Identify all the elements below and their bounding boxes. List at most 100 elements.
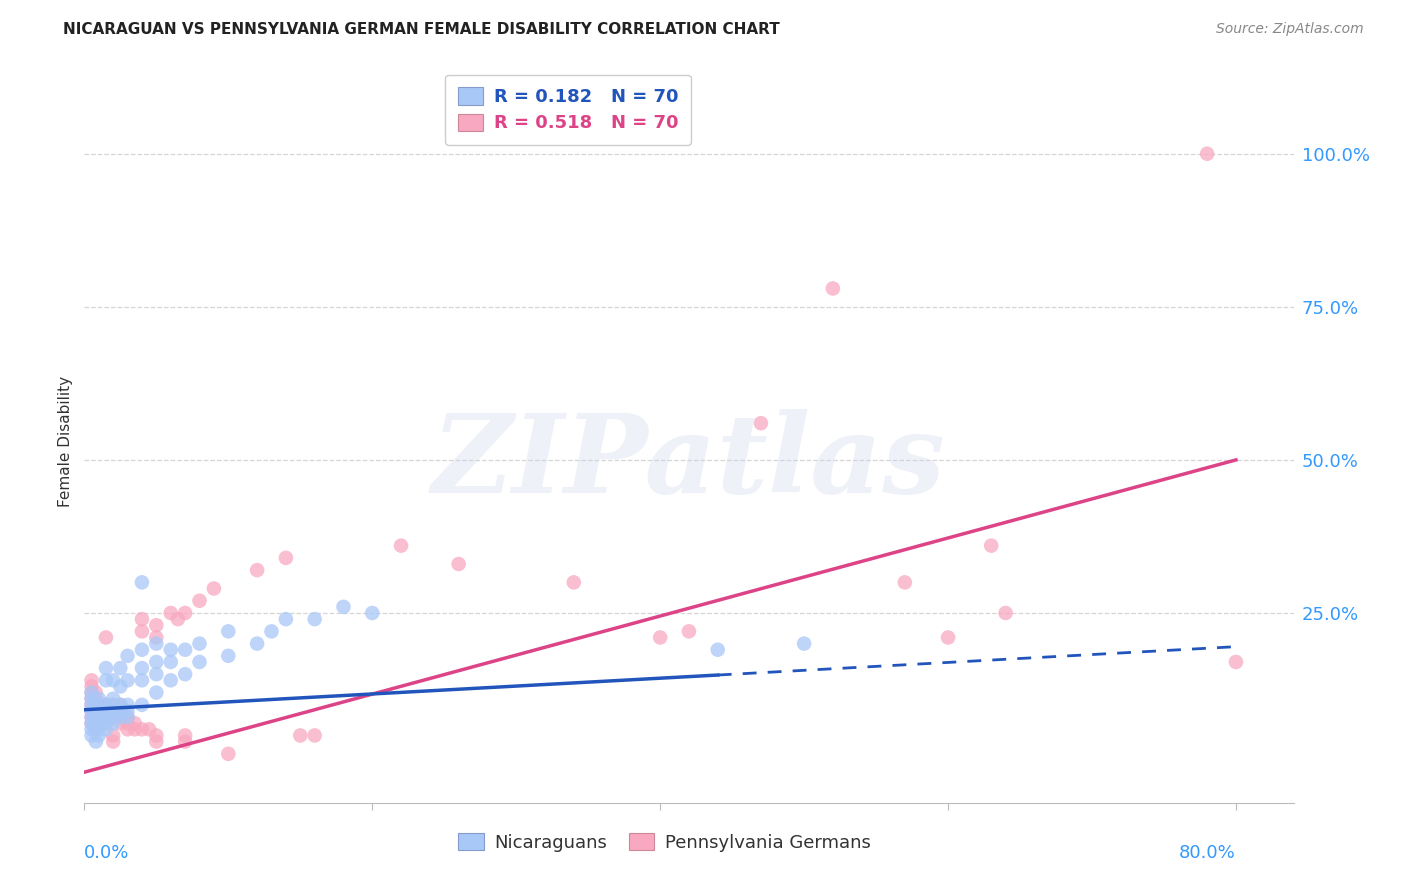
Point xyxy=(131,673,153,688)
Point xyxy=(117,648,139,663)
Point xyxy=(145,637,167,651)
Point xyxy=(94,710,117,724)
Point xyxy=(246,563,269,577)
Point xyxy=(131,612,153,626)
Point xyxy=(110,661,132,675)
Point xyxy=(101,734,124,748)
Point xyxy=(87,728,110,742)
Point xyxy=(84,698,107,712)
Point xyxy=(188,637,211,651)
Point xyxy=(217,747,239,761)
Point xyxy=(80,698,103,712)
Point xyxy=(174,728,197,742)
Point xyxy=(145,734,167,748)
Point xyxy=(145,728,167,742)
Point xyxy=(101,728,124,742)
Point xyxy=(304,728,326,742)
Point xyxy=(706,642,728,657)
Point xyxy=(159,655,181,669)
Point xyxy=(110,698,132,712)
Point xyxy=(80,704,103,718)
Point xyxy=(94,698,117,712)
Point xyxy=(80,673,103,688)
Point xyxy=(101,698,124,712)
Point xyxy=(117,710,139,724)
Point xyxy=(80,704,103,718)
Point xyxy=(145,631,167,645)
Point xyxy=(94,631,117,645)
Point xyxy=(87,698,110,712)
Point xyxy=(124,716,146,731)
Text: NICARAGUAN VS PENNSYLVANIA GERMAN FEMALE DISABILITY CORRELATION CHART: NICARAGUAN VS PENNSYLVANIA GERMAN FEMALE… xyxy=(63,22,780,37)
Point xyxy=(110,716,132,731)
Point xyxy=(80,691,103,706)
Point xyxy=(87,716,110,731)
Text: 0.0%: 0.0% xyxy=(84,845,129,863)
Point xyxy=(290,728,312,742)
Point xyxy=(650,631,672,645)
Point xyxy=(80,685,103,699)
Point xyxy=(87,698,110,712)
Point xyxy=(1197,146,1219,161)
Point xyxy=(101,716,124,731)
Point xyxy=(84,710,107,724)
Point xyxy=(84,704,107,718)
Point xyxy=(361,606,384,620)
Point xyxy=(80,728,103,742)
Point xyxy=(117,723,139,737)
Point xyxy=(131,698,153,712)
Point xyxy=(749,416,772,430)
Point xyxy=(80,723,103,737)
Point xyxy=(84,691,107,706)
Point xyxy=(101,698,124,712)
Point xyxy=(274,550,297,565)
Point xyxy=(793,637,815,651)
Point xyxy=(84,710,107,724)
Point xyxy=(101,704,124,718)
Point xyxy=(87,704,110,718)
Point xyxy=(188,593,211,607)
Point xyxy=(87,710,110,724)
Point xyxy=(117,698,139,712)
Point xyxy=(80,691,103,706)
Point xyxy=(94,723,117,737)
Point xyxy=(87,710,110,724)
Point xyxy=(84,723,107,737)
Point xyxy=(936,631,959,645)
Point xyxy=(117,710,139,724)
Point xyxy=(87,704,110,718)
Point xyxy=(188,655,211,669)
Point xyxy=(87,716,110,731)
Point xyxy=(131,642,153,657)
Point xyxy=(131,575,153,590)
Point xyxy=(117,716,139,731)
Point xyxy=(110,698,132,712)
Point xyxy=(174,606,197,620)
Point xyxy=(145,685,167,699)
Point xyxy=(159,673,181,688)
Point xyxy=(84,698,107,712)
Point xyxy=(124,723,146,737)
Point xyxy=(217,624,239,639)
Text: 80.0%: 80.0% xyxy=(1180,845,1236,863)
Text: Source: ZipAtlas.com: Source: ZipAtlas.com xyxy=(1216,22,1364,37)
Point xyxy=(101,710,124,724)
Point xyxy=(332,599,354,614)
Point xyxy=(131,723,153,737)
Point xyxy=(94,698,117,712)
Point xyxy=(131,624,153,639)
Point xyxy=(678,624,700,639)
Point xyxy=(389,539,412,553)
Point xyxy=(202,582,225,596)
Point xyxy=(80,710,103,724)
Point xyxy=(562,575,585,590)
Point xyxy=(94,710,117,724)
Point xyxy=(110,710,132,724)
Point xyxy=(87,723,110,737)
Point xyxy=(994,606,1017,620)
Point xyxy=(80,680,103,694)
Point xyxy=(84,685,107,699)
Point xyxy=(167,612,190,626)
Point xyxy=(84,704,107,718)
Point xyxy=(80,716,103,731)
